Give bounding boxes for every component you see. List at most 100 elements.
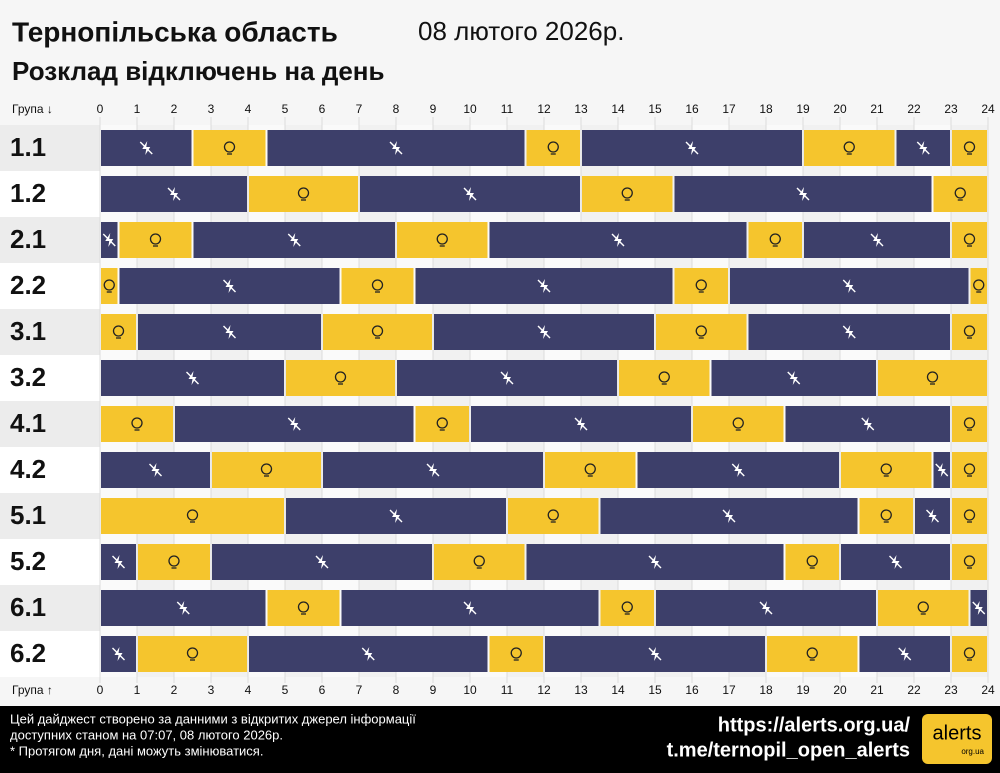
segment xyxy=(804,130,895,166)
row-background xyxy=(0,125,100,171)
outage-icon xyxy=(176,601,190,615)
bulb-icon xyxy=(547,141,559,153)
logo-sub: org.ua xyxy=(961,747,984,756)
outage-icon xyxy=(426,463,440,477)
bulb-icon xyxy=(963,463,976,475)
row-background xyxy=(0,631,100,677)
x-tick-label: 3 xyxy=(208,102,215,116)
x-tick-label: 22 xyxy=(907,683,921,697)
segment xyxy=(341,268,414,304)
outage-icon xyxy=(870,233,884,247)
hour-band xyxy=(729,125,766,677)
segment xyxy=(489,636,543,672)
outage-icon xyxy=(926,509,939,523)
hour-band xyxy=(322,125,359,677)
segment xyxy=(212,452,321,488)
x-tick-label: 8 xyxy=(393,102,400,116)
bulb-icon xyxy=(926,371,939,383)
segment xyxy=(952,498,987,534)
segment xyxy=(748,222,802,258)
segment xyxy=(952,222,987,258)
hour-band xyxy=(248,125,285,677)
link[interactable]: https://alerts.org.ua/ xyxy=(718,714,911,736)
segment xyxy=(693,406,784,442)
x-tick-label: 16 xyxy=(685,683,699,697)
hour-band xyxy=(359,125,396,677)
bulb-icon xyxy=(963,417,976,429)
row-label: 2.2 xyxy=(10,270,46,300)
outage-icon xyxy=(287,233,301,247)
x-tick-label: 7 xyxy=(356,683,363,697)
segment xyxy=(600,590,654,626)
bulb-icon xyxy=(963,233,976,245)
segment xyxy=(526,130,580,166)
outage-icon xyxy=(889,555,902,569)
bulb-icon xyxy=(103,279,115,291)
segment xyxy=(545,452,636,488)
segment xyxy=(138,544,210,580)
x-tick-label: 6 xyxy=(319,102,326,116)
chart-title: Тернопільська область xyxy=(12,16,338,47)
outage-icon xyxy=(112,647,125,661)
outage-icon xyxy=(648,647,662,661)
x-tick-label: 4 xyxy=(245,102,252,116)
hour-band xyxy=(692,125,729,677)
outage-icon xyxy=(787,371,801,385)
bulb-icon xyxy=(186,509,199,521)
segment xyxy=(582,176,673,212)
segment xyxy=(119,222,192,258)
outage-icon xyxy=(223,279,236,293)
bulb-icon xyxy=(658,371,670,383)
x-tick-label: 10 xyxy=(463,683,477,697)
segment xyxy=(952,314,987,350)
axis-label-bottom: Група ↑ xyxy=(12,683,53,697)
x-tick-label: 22 xyxy=(907,102,921,116)
x-tick-label: 14 xyxy=(611,683,625,697)
segment xyxy=(952,544,987,580)
x-tick-label: 9 xyxy=(430,683,437,697)
hour-band xyxy=(544,125,581,677)
bulb-icon xyxy=(112,325,125,337)
segment xyxy=(767,636,858,672)
outage-icon xyxy=(759,601,773,615)
bulb-icon xyxy=(806,555,818,567)
bulb-icon xyxy=(621,187,633,199)
axis-label-top: Група ↓ xyxy=(12,102,53,116)
x-tick-label: 13 xyxy=(574,102,588,116)
x-tick-label: 13 xyxy=(574,683,588,697)
segment xyxy=(397,222,488,258)
x-tick-label: 23 xyxy=(944,102,958,116)
outage-icon xyxy=(731,463,745,477)
segment xyxy=(785,544,839,580)
outage-icon xyxy=(574,417,588,431)
bulb-icon xyxy=(769,233,781,245)
bulb-icon xyxy=(843,141,855,153)
hour-band xyxy=(470,125,507,677)
x-tick-label: 0 xyxy=(97,683,104,697)
bulb-icon xyxy=(297,187,310,199)
x-tick-label: 17 xyxy=(722,102,736,116)
outage-icon xyxy=(389,509,403,523)
segment xyxy=(952,452,987,488)
hour-band xyxy=(433,125,470,677)
x-tick-label: 20 xyxy=(833,102,847,116)
hour-band xyxy=(396,125,433,677)
x-tick-label: 1 xyxy=(134,102,141,116)
outage-icon xyxy=(389,141,403,155)
x-tick-label: 0 xyxy=(97,102,104,116)
bulb-icon xyxy=(149,233,162,245)
outage-icon xyxy=(916,141,930,155)
x-tick-label: 24 xyxy=(981,102,995,116)
link[interactable]: t.me/ternopil_open_alerts xyxy=(667,739,910,761)
hour-band xyxy=(137,125,174,677)
x-tick-label: 2 xyxy=(171,102,178,116)
segment xyxy=(841,452,932,488)
row-label: 3.2 xyxy=(10,362,46,392)
hour-band xyxy=(174,125,211,677)
outage-icon xyxy=(537,325,551,339)
x-tick-label: 5 xyxy=(282,102,289,116)
outage-icon xyxy=(500,371,514,385)
bulb-icon xyxy=(917,601,929,613)
row-background xyxy=(0,171,100,217)
